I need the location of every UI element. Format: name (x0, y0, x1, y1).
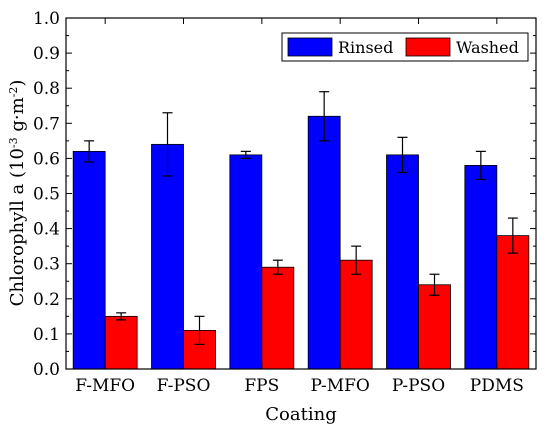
bar-rinsed-pdms (464, 165, 498, 370)
bar-rinsed-p-pso (386, 154, 419, 370)
bar-washed-p-pso (418, 284, 451, 370)
bar-washed-fps (261, 266, 295, 370)
x-axis-ticks: F-MFO F-PSO FPS P-MFO P-PSO PDMS (75, 18, 524, 396)
bar-rinsed-f-pso (151, 143, 184, 370)
x-tick-label: FPS (244, 376, 279, 396)
y-axis-title: Chlorophyll a (10-3 g·m-2) (7, 80, 29, 307)
y-tick-label: 0.4 (33, 220, 60, 240)
legend-swatch-washed (405, 37, 451, 57)
legend-label-rinsed: Rinsed (338, 38, 393, 57)
x-tick-label: P-MFO (310, 376, 369, 396)
legend-swatch-rinsed (287, 37, 333, 57)
y-tick-label: 1.0 (33, 9, 60, 29)
y-tick-label: 0.5 (33, 185, 60, 205)
x-tick-label: P-PSO (392, 376, 445, 396)
x-tick-label: PDMS (470, 376, 524, 396)
y-tick-label: 0.3 (33, 255, 60, 275)
x-tick-label: F-PSO (157, 376, 211, 396)
y-tick-label: 0.7 (33, 114, 60, 134)
legend-label-washed: Washed (456, 38, 519, 57)
x-axis-title: Coating (265, 404, 336, 425)
x-tick-label: F-MFO (75, 376, 135, 396)
bar-rinsed-fps (229, 154, 263, 370)
bar-rinsed-p-mfo (307, 115, 341, 370)
bar-rinsed-f-mfo (72, 150, 106, 370)
y-tick-label: 0.8 (33, 79, 60, 99)
bar-washed-p-mfo (339, 259, 373, 370)
error-bars-layer (84, 91, 518, 346)
legend: Rinsed Washed (281, 32, 529, 62)
y-tick-label: 0.6 (33, 149, 60, 169)
bar-washed-f-mfo (104, 315, 138, 370)
bars-layer (72, 115, 530, 370)
bar-washed-pdms (496, 235, 530, 370)
y-tick-label: 0.9 (33, 44, 60, 64)
y-tick-label: 0.1 (33, 325, 60, 345)
y-tick-label: 0.0 (33, 360, 60, 380)
y-tick-label: 0.2 (33, 290, 60, 310)
y-axis-ticks: 0.0 0.1 0.2 0.3 0.4 0.5 0.6 0.7 0.8 0.9 1.0 (33, 9, 536, 380)
